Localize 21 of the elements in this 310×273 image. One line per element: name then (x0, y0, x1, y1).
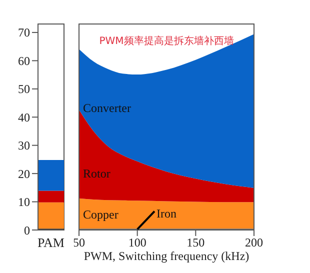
series-label: Iron (156, 206, 176, 220)
series-label: Converter (83, 100, 131, 115)
series-label: Copper (83, 207, 118, 222)
x-tick-label: 200 (245, 236, 263, 250)
bar (38, 190, 64, 202)
x-tick-label: 50 (73, 236, 85, 250)
series-label: Rotor (83, 166, 110, 180)
y-tick-label: 0 (24, 223, 30, 238)
y-tick-label: 20 (18, 166, 30, 181)
x-tick-label: PAM (38, 235, 65, 250)
x-axis-title: PWM, Switching frequency (kHz) (84, 249, 250, 263)
x-tick-label: 100 (128, 236, 146, 250)
annotation: PWM频率提高是拆东墙补西墙 (99, 35, 234, 47)
x-tick-label: 150 (186, 236, 205, 250)
bar (38, 160, 64, 191)
y-tick-label: 70 (18, 26, 30, 40)
y-tick-label: 30 (18, 138, 30, 153)
y-tick-label: 50 (18, 82, 30, 96)
y-tick-label: 10 (18, 195, 30, 210)
y-tick-label: 60 (18, 54, 30, 68)
y-tick-label: 40 (18, 110, 30, 124)
